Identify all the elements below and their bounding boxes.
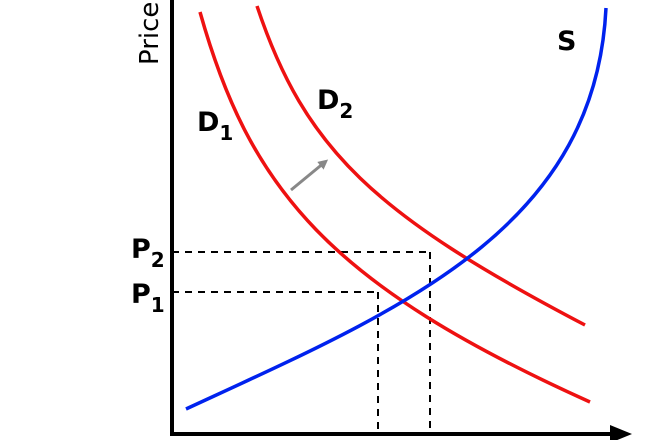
demand-curve-d2 xyxy=(255,5,586,327)
price-p2-label: P2 xyxy=(131,234,165,272)
equilibrium-guides xyxy=(172,251,431,434)
demand-curve-d1 xyxy=(198,11,591,404)
supply-label: S xyxy=(557,26,576,57)
supply-curve xyxy=(185,7,608,411)
demand2-label: D2 xyxy=(317,85,353,123)
demand-shift-arrow xyxy=(290,159,329,192)
price-p1-label: P1 xyxy=(131,279,165,317)
y-axis-title: Price xyxy=(135,2,165,65)
demand1-label: D1 xyxy=(197,107,233,145)
